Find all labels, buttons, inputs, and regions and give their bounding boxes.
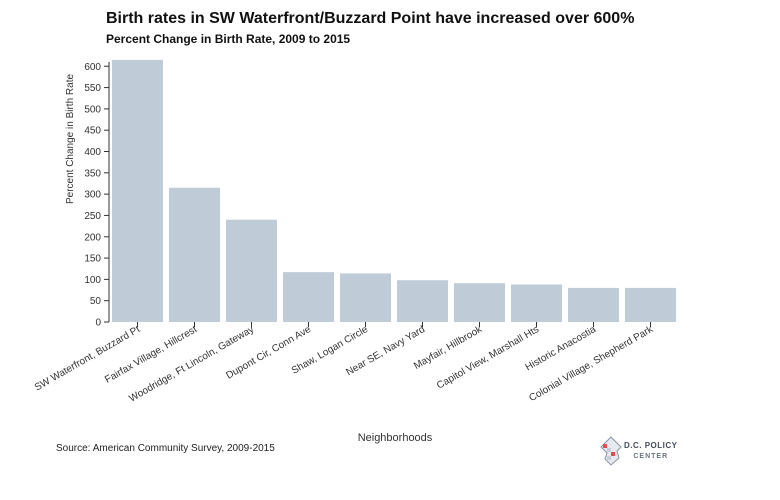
logo-text: D.C. POLICY CENTER bbox=[624, 440, 678, 462]
x-tick-label: Fairfax Village, Hillcrest bbox=[103, 324, 199, 386]
bars-group bbox=[112, 59, 676, 323]
bar bbox=[112, 59, 163, 323]
x-tick-label: SW Waterfront, Buzzard Pt bbox=[33, 324, 142, 393]
y-axis: 0 50 100 150 200 250 300 350 400 450 500 550 600 bbox=[84, 62, 110, 329]
source-note: Source: American Community Survey, 2009-… bbox=[56, 443, 275, 454]
bar bbox=[169, 187, 220, 322]
y-tick-label: 0 bbox=[95, 318, 101, 329]
bar bbox=[226, 219, 277, 322]
y-tick-label: 550 bbox=[84, 83, 101, 94]
dc-map-icon bbox=[600, 436, 622, 466]
bar bbox=[511, 284, 562, 322]
bar bbox=[340, 273, 391, 322]
chart-title: Birth rates in SW Waterfront/Buzzard Poi… bbox=[106, 10, 635, 27]
bar bbox=[625, 287, 676, 322]
y-tick-label: 50 bbox=[90, 296, 102, 307]
bar bbox=[397, 280, 448, 322]
y-tick-label: 200 bbox=[84, 232, 101, 243]
chart-subtitle: Percent Change in Birth Rate, 2009 to 20… bbox=[106, 32, 351, 46]
y-tick-label: 450 bbox=[84, 126, 101, 137]
y-tick-label: 500 bbox=[84, 104, 101, 115]
y-tick-label: 400 bbox=[84, 147, 101, 158]
x-axis-label: Neighborhoods bbox=[358, 432, 433, 444]
y-tick-label: 150 bbox=[84, 254, 101, 265]
dc-policy-center-logo: D.C. POLICY CENTER bbox=[598, 436, 688, 466]
bar bbox=[568, 287, 619, 322]
logo-line2: CENTER bbox=[633, 453, 669, 460]
y-tick-label: 250 bbox=[84, 211, 101, 222]
y-tick-label: 350 bbox=[84, 168, 101, 179]
logo-line1: D.C. POLICY bbox=[624, 441, 678, 450]
y-axis-label: Percent Change in Birth Rate bbox=[65, 74, 76, 205]
y-tick-label: 100 bbox=[84, 275, 101, 286]
bar bbox=[454, 283, 505, 322]
bar bbox=[283, 272, 334, 322]
x-tick-label: Capitol View, Marshall Hts bbox=[435, 324, 541, 392]
y-tick-label: 300 bbox=[84, 190, 101, 201]
y-tick-label: 600 bbox=[84, 62, 101, 73]
